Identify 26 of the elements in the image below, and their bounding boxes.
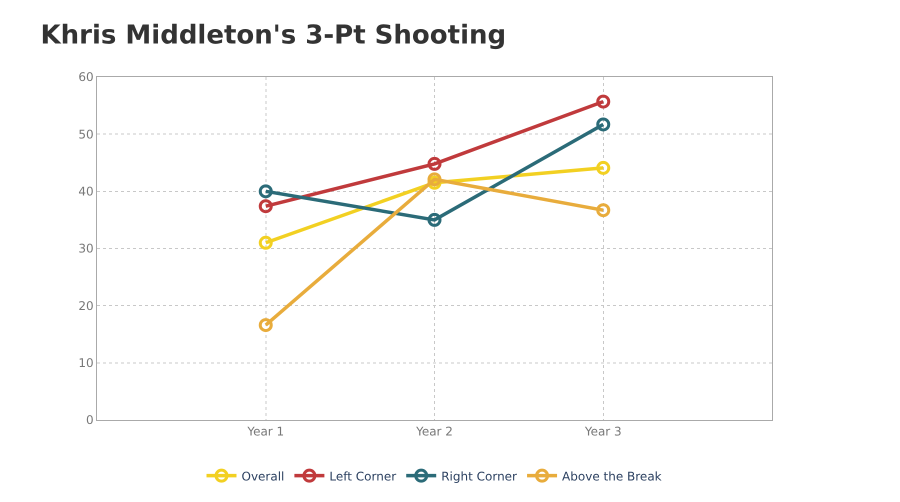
point [258,318,273,332]
chart-title: Khris Middleton's 3-Pt Shooting [40,20,506,50]
y-tick-label: 60 [78,70,94,84]
x-tick-label: Year 2 [415,424,453,438]
point [596,94,610,109]
y-tick-label: 30 [78,242,94,256]
point [428,156,442,171]
point [258,236,273,250]
point [596,117,610,132]
point [258,199,273,214]
y-tick-label: 50 [78,127,94,142]
point [596,160,610,175]
y-tick-label: 0 [86,413,94,428]
legend-label: Above the Break [562,469,662,484]
legend-label: Overall [242,469,284,484]
legend-label: Right Corner [441,469,518,484]
x-tick-label: Year 1 [246,424,284,438]
y-tick-label: 10 [78,356,94,370]
point [428,172,442,186]
y-tick-label: 40 [78,184,94,199]
x-tick-label: Year 3 [584,424,622,438]
point [596,203,610,218]
point [428,212,442,227]
legend-label: Left Corner [329,469,396,484]
point [258,184,273,198]
y-tick-label: 20 [78,298,94,313]
